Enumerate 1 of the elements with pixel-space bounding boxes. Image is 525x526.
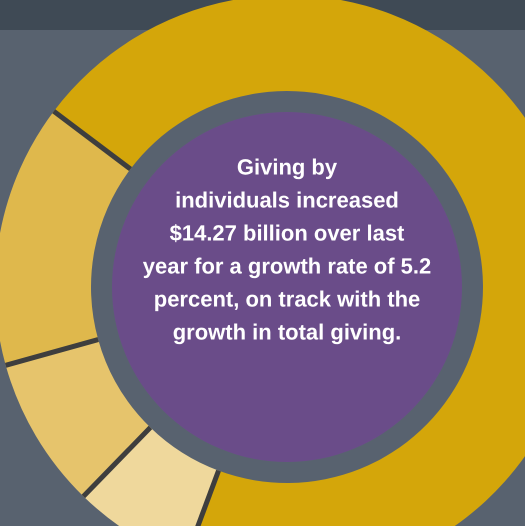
text: Giving by individuals increased $14.27 billion over last year for a growth rate of 5.2 percent, on track with the growth in total giving. — [142, 154, 432, 344]
